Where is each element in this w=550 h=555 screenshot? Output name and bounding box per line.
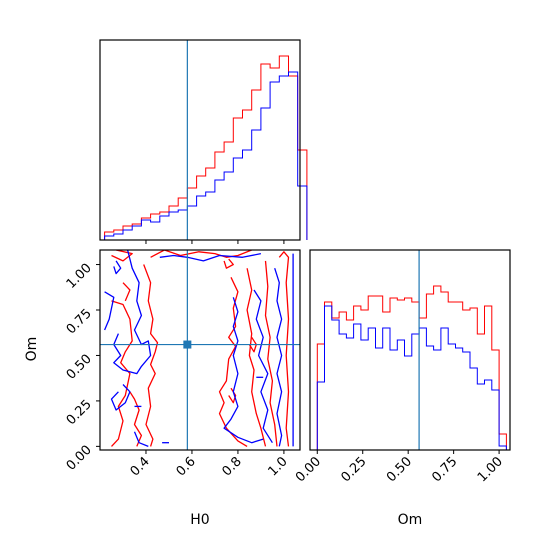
h0-x-tick-label-1: 0.6 — [174, 454, 199, 479]
om-y-tick-label-1: 0.25 — [64, 397, 95, 428]
contour-0-3 — [129, 391, 143, 447]
h0-axis-label: H0 — [190, 512, 209, 528]
contour-lines — [104, 250, 294, 448]
om-x-tick-label-0: 0.00 — [293, 454, 324, 485]
contour-1-3 — [110, 384, 131, 411]
contour-1-8 — [274, 268, 283, 447]
contour-0-10 — [278, 251, 290, 447]
h0-x-tick-label-0: 0.4 — [128, 454, 153, 479]
contour-0-5 — [150, 250, 252, 258]
contour-0-9 — [264, 260, 278, 447]
contour-0-2 — [122, 282, 131, 302]
contour-0-0 — [111, 250, 133, 262]
om-x-tick-label-4: 1.00 — [475, 454, 506, 485]
om-y-tick-label-4: 1.00 — [64, 261, 95, 292]
histogram-series-0 — [316, 285, 507, 450]
om-x-tick-label-3: 0.75 — [429, 454, 460, 485]
contour-1-1 — [113, 250, 152, 375]
histogram-series-1 — [104, 71, 308, 240]
om-y-tick-label-3: 0.75 — [64, 306, 95, 337]
contour-1-5 — [159, 252, 262, 262]
axis-labels: H0 Om Om — [24, 337, 422, 528]
contour-0-4 — [143, 264, 159, 447]
histogram-series-0 — [104, 55, 308, 240]
h0-x-tick-label-3: 1.0 — [266, 454, 291, 479]
h0-om-contour-panel: 0.4 0.6 0.8 1.0 0.00 0.25 0.50 0.75 1.00 — [64, 249, 301, 479]
panel-frame — [99, 39, 301, 241]
om-y-axis-label: Om — [24, 337, 40, 362]
contour-1-0 — [113, 260, 122, 275]
om-y-tick-label-0: 0.00 — [64, 443, 95, 474]
contour-1-6 — [223, 297, 264, 444]
contour-0-7 — [218, 277, 248, 447]
contour-1-4 — [133, 431, 149, 448]
h0-x-tick-label-2: 0.8 — [220, 454, 245, 479]
truth-marker — [183, 340, 192, 349]
contour-0-1 — [111, 300, 133, 447]
contour-0-6 — [223, 258, 234, 269]
om-axis-label: Om — [398, 512, 423, 528]
contour-1-7 — [253, 289, 273, 444]
om-y-tick-label-2: 0.50 — [64, 352, 95, 383]
om-x-tick-label-1: 0.25 — [338, 454, 369, 485]
panel-frame — [309, 249, 511, 451]
om-x-tick-label-2: 0.50 — [384, 454, 415, 485]
contour-0-8 — [246, 268, 267, 447]
histogram-series-1 — [316, 305, 507, 450]
h0-histogram-panel — [99, 39, 308, 244]
om-histogram-panel: 0.00 0.25 0.50 0.75 1.00 — [293, 249, 511, 485]
contour-frame — [99, 249, 301, 451]
contour-1-2 — [104, 291, 115, 331]
contour-0-11 — [248, 336, 257, 353]
